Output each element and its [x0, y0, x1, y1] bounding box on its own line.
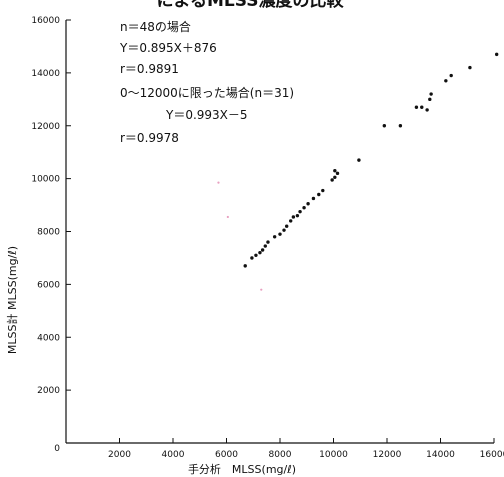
data-point [282, 228, 286, 232]
x-axis-title: 手分析 MLSS(mg/ℓ) [188, 462, 296, 476]
data-point [357, 158, 361, 162]
data-point [382, 124, 387, 128]
data-point [494, 52, 499, 57]
x-tick-label: 2000 [108, 450, 131, 460]
stray-mark [226, 215, 229, 219]
y-axis-title: MLSS計 MLSS(mg/ℓ) [5, 246, 19, 354]
y-ticks: 0 2000 4000 6000 8000 10000 12000 14000 16000 [31, 16, 71, 454]
data-point [272, 235, 277, 239]
data-point [449, 73, 453, 78]
y-tick-label: 2000 [37, 386, 60, 396]
x-tick-label: 4000 [162, 450, 185, 460]
annotation-n48: n＝48の場合 [120, 19, 191, 34]
data-point [333, 175, 337, 180]
data-point [414, 105, 419, 109]
data-point [429, 92, 433, 96]
annotation-regression-all: Y＝0.895X＋876 [119, 41, 217, 55]
data-point [258, 250, 262, 255]
annotation-r-all: r＝0.9891 [120, 62, 179, 76]
chart-title: によるMLSS濃度の比較 [157, 0, 345, 11]
data-point [289, 219, 293, 223]
x-tick-label: 14000 [426, 450, 455, 460]
annotation-r-range: r＝0.9978 [120, 131, 179, 145]
data-point [311, 196, 316, 201]
data-point [425, 108, 429, 112]
data-point [321, 188, 325, 193]
y-tick-label: 4000 [37, 333, 60, 343]
x-tick-label: 8000 [269, 450, 292, 460]
data-point [243, 264, 247, 268]
x-tick-label: 6000 [215, 450, 238, 460]
y-tick-label: 8000 [37, 228, 60, 238]
x-tick-label: 16000 [480, 450, 504, 460]
data-point [295, 213, 300, 218]
data-point [250, 256, 254, 260]
data-point [298, 209, 302, 214]
y-tick-label: 14000 [31, 69, 60, 79]
data-point [278, 232, 282, 236]
data-point [428, 97, 432, 102]
data-point [291, 215, 296, 219]
x-tick-label: 12000 [373, 450, 402, 460]
annotation-range-note: 0～12000に限った場合(n＝31) [120, 85, 294, 100]
annotation-regression-range: Y＝0.993X－5 [165, 108, 248, 122]
data-point [306, 202, 310, 206]
data-point [263, 244, 267, 248]
stray-mark [217, 181, 220, 184]
data-point [420, 105, 424, 109]
data-points [243, 52, 499, 268]
data-point [398, 124, 403, 128]
data-point [444, 79, 448, 83]
data-point [254, 253, 258, 257]
data-point [335, 171, 340, 176]
data-point [302, 206, 306, 210]
data-point [333, 168, 337, 173]
data-point [284, 224, 289, 228]
x-ticks: 2000 4000 6000 8000 10000 12000 14000 16000 [65, 438, 504, 460]
data-point [468, 65, 472, 70]
y-tick-label: 6000 [37, 280, 60, 290]
annotations: n＝48の場合 Y＝0.895X＋876 r＝0.9891 0～12000に限っ… [119, 19, 294, 145]
stray-marks [217, 181, 263, 291]
y-tick-label: 10000 [31, 175, 60, 185]
data-point [330, 178, 334, 182]
y-tick-label: 0 [54, 444, 60, 454]
y-tick-label: 16000 [31, 16, 60, 26]
stray-mark [260, 288, 263, 291]
x-tick-label: 10000 [319, 450, 348, 460]
y-tick-label: 12000 [31, 122, 60, 132]
data-point [260, 248, 265, 252]
data-point [317, 192, 321, 197]
data-point [266, 240, 270, 244]
